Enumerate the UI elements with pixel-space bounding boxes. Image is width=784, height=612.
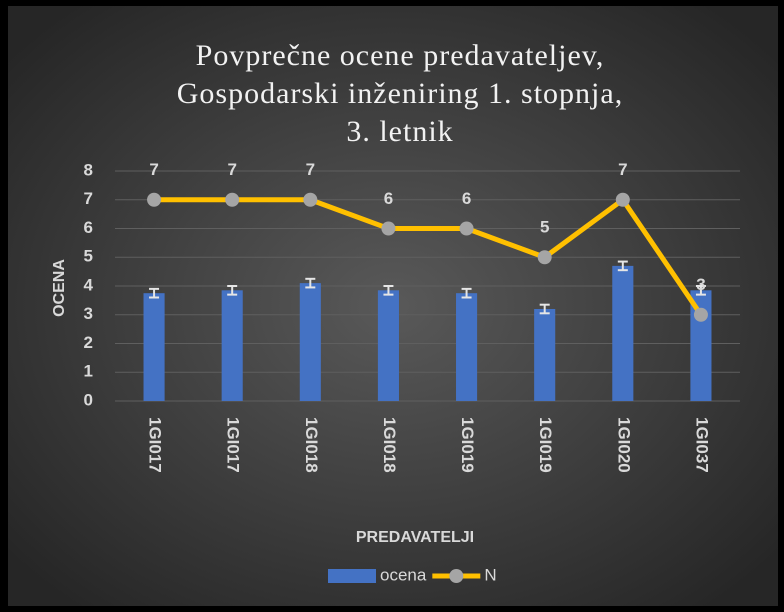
error-bar: [149, 287, 160, 299]
error-bar: [539, 303, 550, 315]
y-tick-label: 0: [84, 390, 93, 409]
data-label: 6: [462, 189, 471, 208]
legend-label: N: [484, 565, 496, 584]
error-bar: [695, 285, 706, 296]
error-bar: [617, 260, 628, 272]
x-tick-label: 1GI018: [302, 417, 321, 473]
chart-title: 3. letnik: [346, 115, 453, 148]
bar: [377, 290, 399, 401]
x-axis-label: PREDAVATELJI: [356, 529, 474, 546]
data-label: 7: [227, 160, 236, 179]
chart-title: Gospodarski inženiring 1. stopnja,: [177, 77, 623, 110]
x-tick-label: 1GI019: [536, 417, 555, 473]
bar: [299, 283, 321, 401]
marker: [537, 250, 552, 265]
chart-title: Povprečne ocene predavateljev,: [196, 39, 605, 72]
x-tick-label: 1GI017: [224, 417, 243, 473]
legend-label: ocena: [380, 565, 427, 584]
error-bar: [383, 285, 394, 296]
line: [154, 197, 704, 317]
x-tick-label: 1GI017: [146, 417, 165, 473]
bar: [143, 293, 165, 401]
marker: [225, 192, 240, 207]
y-tick-label: 3: [84, 304, 93, 323]
data-label: 7: [618, 160, 627, 179]
legend-swatch: [449, 569, 464, 583]
error-bar: [461, 287, 472, 299]
data-label: 3: [696, 275, 705, 294]
marker: [303, 192, 318, 207]
y-tick-label: 6: [84, 218, 93, 237]
marker: [147, 192, 162, 207]
data-label: 6: [384, 189, 393, 208]
x-tick-label: 1GI018: [380, 417, 399, 473]
bar: [221, 290, 243, 401]
x-tick-label: 1GI019: [458, 417, 477, 473]
x-tick-label: 1GI020: [614, 417, 633, 473]
marker: [381, 221, 396, 236]
y-tick-label: 1: [84, 362, 93, 381]
bar: [456, 293, 478, 401]
bar: [534, 309, 556, 401]
marker: [459, 221, 474, 236]
y-tick-label: 5: [84, 247, 93, 266]
bar: [612, 265, 634, 401]
legend-swatch: [328, 569, 376, 583]
y-tick-label: 8: [84, 160, 93, 179]
data-label: 7: [306, 160, 315, 179]
y-tick-label: 2: [84, 333, 93, 352]
y-tick-label: 4: [84, 275, 94, 294]
x-tick-label: 1GI037: [692, 417, 711, 473]
marker: [615, 192, 630, 207]
y-tick-label: 7: [84, 189, 93, 208]
data-label: 7: [149, 160, 158, 179]
error-bar: [227, 285, 238, 296]
y-axis-label: OCENA: [51, 259, 68, 317]
marker: [693, 307, 708, 322]
error-bar: [305, 277, 316, 289]
data-label: 5: [540, 218, 549, 237]
